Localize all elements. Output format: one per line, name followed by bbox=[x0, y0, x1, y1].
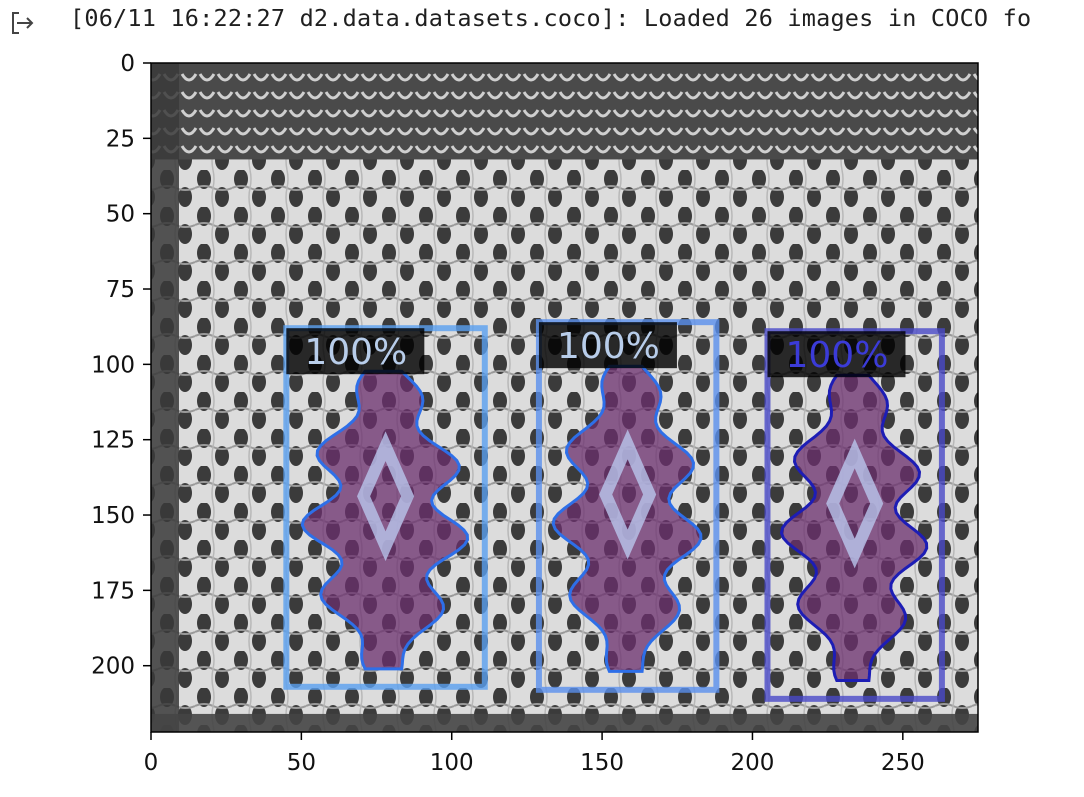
x-tick-label: 200 bbox=[731, 750, 775, 776]
fabric-bottom-edge bbox=[151, 713, 978, 732]
x-tick-label: 100 bbox=[430, 750, 474, 776]
detection-2: 100% bbox=[535, 319, 720, 693]
motif-diamond bbox=[357, 431, 415, 562]
label-background bbox=[538, 322, 677, 369]
y-tick-label: 150 bbox=[91, 503, 135, 529]
y-tick-label: 0 bbox=[120, 51, 135, 77]
fabric-left-edge bbox=[151, 63, 179, 732]
y-tick-label: 50 bbox=[106, 202, 135, 228]
axes: 0 50 100 150 200 250 0 25 50 75 100 125 150 175 200 bbox=[91, 51, 979, 776]
output-arrow-icon[interactable] bbox=[8, 8, 38, 38]
motif-diamond bbox=[826, 438, 884, 569]
detection-overlays: 100% 100% 100% bbox=[283, 319, 945, 702]
fabric-top-band bbox=[151, 63, 978, 160]
detection-score-label: 100% bbox=[304, 332, 407, 373]
y-tick-label: 175 bbox=[91, 578, 135, 604]
y-tick-label: 200 bbox=[91, 654, 135, 680]
segmentation-mask bbox=[779, 373, 929, 682]
axes-frame bbox=[150, 62, 979, 733]
segmentation-mask bbox=[300, 369, 470, 671]
detection-3: 100% bbox=[764, 328, 945, 702]
motif-diamond bbox=[599, 429, 657, 560]
y-tick-label: 75 bbox=[106, 277, 135, 303]
y-tick-label: 125 bbox=[91, 428, 135, 454]
y-tick-label: 100 bbox=[91, 352, 135, 378]
segmentation-mask bbox=[551, 364, 703, 673]
label-background bbox=[767, 331, 906, 378]
detection-1: 100% bbox=[283, 325, 488, 690]
detection-score-label: 100% bbox=[557, 326, 660, 367]
x-tick-label: 250 bbox=[881, 750, 925, 776]
x-tick-label: 150 bbox=[580, 750, 624, 776]
detection-score-label: 100% bbox=[785, 335, 888, 376]
log-output-line: [06/11 16:22:27 d2.data.datasets.coco]: … bbox=[70, 4, 1032, 32]
y-tick-label: 25 bbox=[106, 126, 135, 152]
x-tick-label: 50 bbox=[287, 750, 316, 776]
x-tick-label: 0 bbox=[144, 750, 159, 776]
label-background bbox=[286, 328, 425, 375]
